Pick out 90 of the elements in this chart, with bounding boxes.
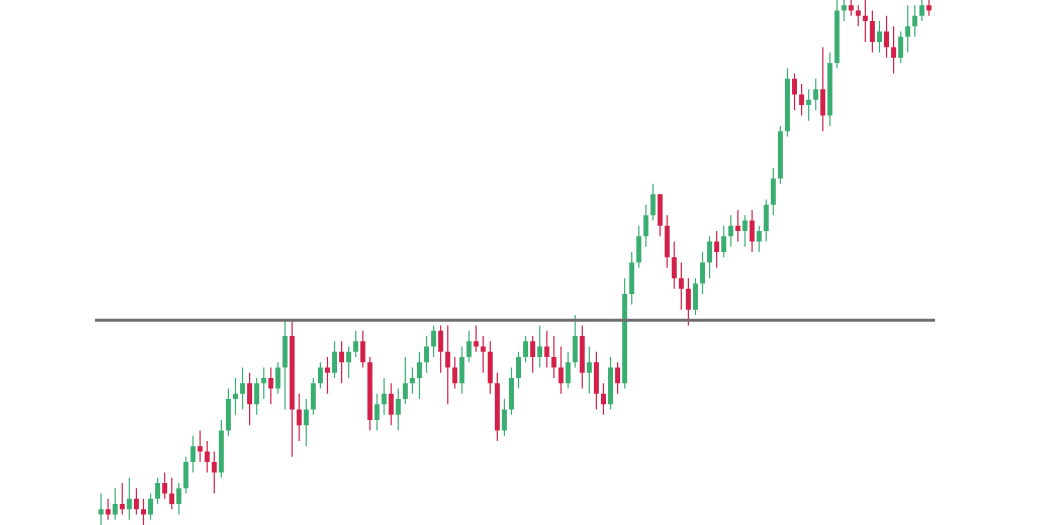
candlestick: [721, 225, 727, 258]
candlestick: [728, 214, 734, 248]
candlestick: [452, 356, 458, 390]
candlestick: [884, 15, 890, 59]
candlestick: [685, 277, 691, 327]
candlestick: [848, 0, 854, 17]
candlestick: [643, 204, 649, 248]
candlestick: [374, 393, 380, 432]
candlestick: [98, 492, 104, 525]
candlestick: [813, 78, 819, 111]
candlestick: [353, 330, 359, 358]
candlestick: [876, 20, 882, 54]
candlestick: [395, 387, 401, 432]
candlestick: [204, 440, 210, 474]
candlestick: [523, 335, 529, 363]
candlestick: [891, 25, 897, 75]
candlestick: [332, 340, 338, 379]
candlestick: [268, 366, 274, 405]
candlestick: [388, 382, 394, 426]
candlestick: [671, 240, 677, 290]
candlestick: [381, 377, 387, 416]
candlestick: [402, 356, 408, 405]
candlestick: [855, 4, 861, 27]
candlestick: [912, 4, 918, 38]
candlestick: [317, 361, 323, 390]
candlestick: [615, 361, 621, 395]
candlestick: [869, 9, 875, 54]
candlestick: [735, 209, 741, 243]
candlestick: [140, 498, 146, 525]
candlestick: [799, 83, 805, 117]
candlestick: [169, 477, 175, 510]
candlestick: [466, 330, 472, 363]
candlestick: [558, 345, 564, 395]
candlestick: [119, 482, 125, 516]
candlestick: [176, 482, 182, 516]
candlestick: [544, 330, 550, 369]
candlestick: [742, 214, 748, 248]
candlestick: [133, 487, 139, 516]
candlestick: [190, 435, 196, 474]
candlestick: [678, 261, 684, 311]
candlestick: [148, 492, 154, 521]
candlestick: [516, 351, 522, 390]
candlestick: [905, 4, 911, 54]
candlestick: [480, 335, 486, 374]
candlestick: [926, 0, 932, 17]
candlestick: [296, 393, 302, 442]
candlestick: [409, 366, 415, 395]
candlestick: [247, 372, 253, 426]
candlestick: [537, 324, 543, 369]
candlestick: [240, 366, 246, 411]
candlestick: [700, 251, 706, 295]
candlestick: [261, 366, 267, 400]
candlestick: [416, 351, 422, 400]
candlestick: [105, 498, 111, 521]
candlestick: [126, 477, 132, 521]
candlestick: [303, 398, 309, 447]
candlestick: [155, 477, 161, 505]
candlestick: [862, 0, 868, 43]
candlestick: [211, 450, 217, 495]
candlestick: [438, 324, 444, 374]
candlestick: [339, 340, 345, 384]
candlestick: [431, 324, 437, 358]
candlestick: [324, 356, 330, 395]
candlestick: [756, 225, 762, 253]
candlestick: [806, 88, 812, 122]
candlestick: [586, 345, 592, 395]
candlestick: [714, 230, 720, 269]
candlestick: [254, 377, 260, 416]
candlestick: [792, 72, 798, 111]
candlestick: [424, 335, 430, 374]
candlestick: [501, 398, 507, 437]
candlestick: [530, 335, 536, 374]
candlestick: [707, 235, 713, 279]
candlestick: [551, 335, 557, 379]
candlestick: [275, 361, 281, 395]
candlestick: [162, 471, 168, 500]
candlestick: [749, 209, 755, 253]
candlestick: [360, 330, 366, 369]
candlestick: [112, 487, 118, 521]
candlestick: [346, 345, 352, 379]
candlestick: [232, 377, 238, 416]
candlestick: [565, 351, 571, 390]
candlestick: [841, 0, 847, 22]
candlestick: [600, 382, 606, 416]
candlestick: [197, 429, 203, 463]
candlestick: [650, 183, 656, 222]
candlestick: [445, 324, 451, 405]
candlestick: [473, 324, 479, 353]
candlestick: [898, 30, 904, 64]
candlestick: [919, 0, 925, 22]
